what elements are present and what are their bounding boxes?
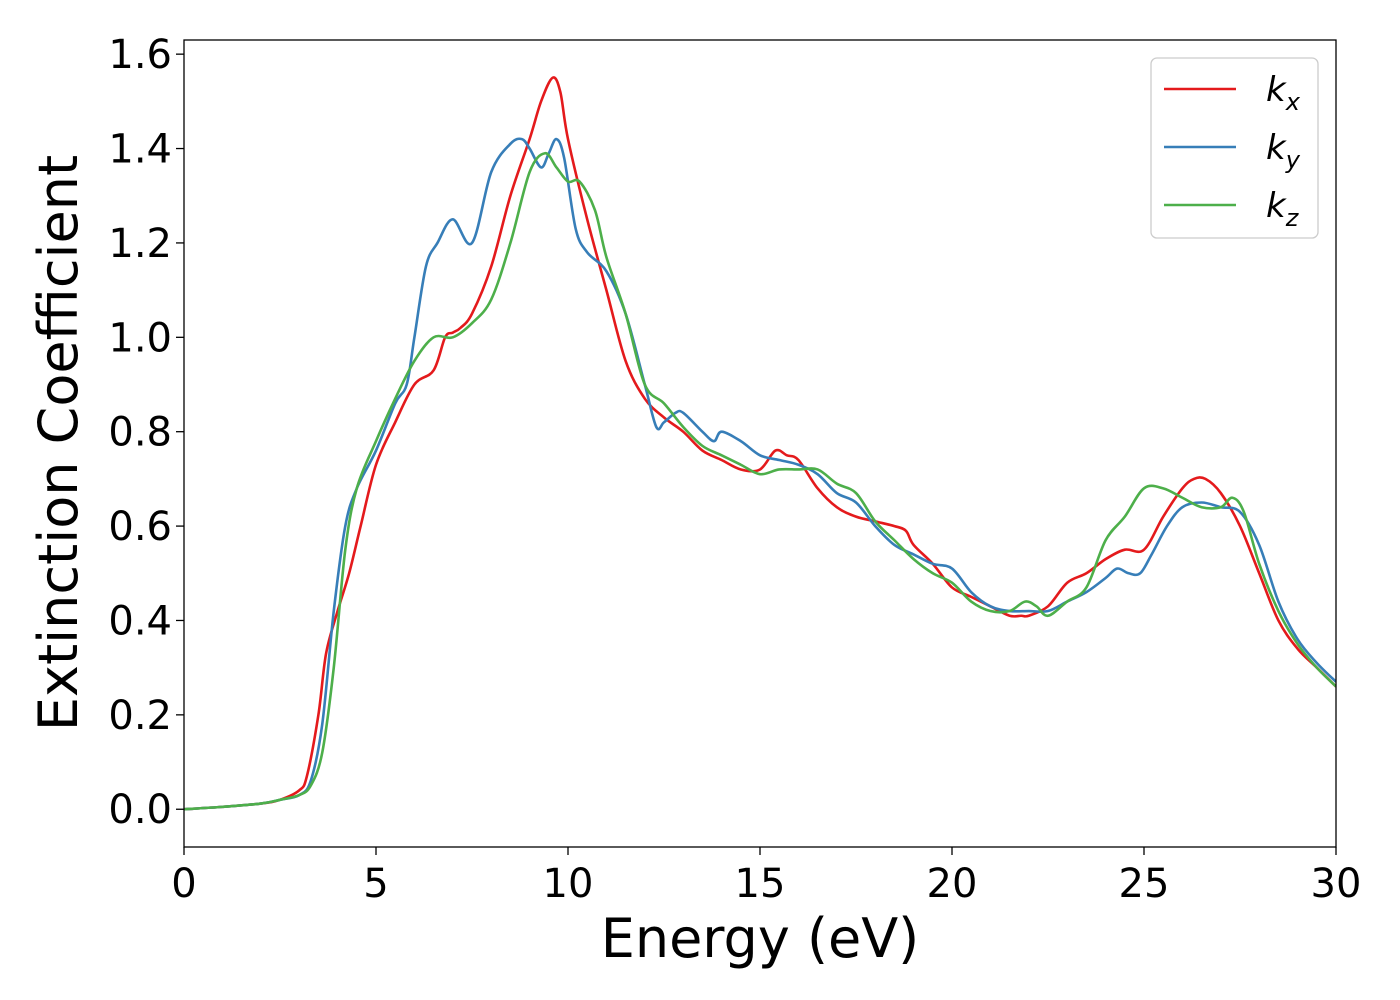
- series-line-z: [184, 151, 1336, 811]
- legend: kx ky kz: [1150, 57, 1319, 239]
- x-tick-label: 25: [1119, 861, 1170, 907]
- y-axis-label: Extinction Coefficient: [27, 155, 90, 731]
- y-tick-label: 1.0: [108, 315, 172, 361]
- legend-label-z: kz: [1266, 186, 1300, 232]
- x-tick-label: 30: [1311, 861, 1362, 907]
- x-tick-label: 10: [543, 861, 594, 907]
- y-tick-label: 1.4: [108, 127, 172, 173]
- x-tick-label: 0: [171, 861, 196, 907]
- y-axis-ticks: 0.0 0.2 0.4 0.6 0.8 1.0 1.2 1.4 1.6: [108, 32, 184, 833]
- y-tick-label: 0.8: [108, 410, 172, 456]
- x-tick-label: 15: [735, 861, 786, 907]
- series-line-x: [184, 76, 1336, 811]
- x-axis-label: Energy (eV): [601, 907, 920, 970]
- x-tick-label: 5: [363, 861, 388, 907]
- legend-label-x: kx: [1266, 70, 1301, 116]
- x-axis-ticks: 0 5 10 15 20 25 30: [171, 847, 1361, 907]
- y-tick-label: 0.0: [108, 787, 172, 833]
- legend-label-y: ky: [1266, 128, 1301, 174]
- series-line-y: [184, 137, 1336, 811]
- plot-area: [184, 76, 1336, 811]
- y-tick-label: 0.6: [108, 504, 172, 550]
- y-tick-label: 1.2: [108, 221, 172, 267]
- x-tick-label: 20: [927, 861, 978, 907]
- y-tick-label: 1.6: [108, 32, 172, 78]
- y-tick-label: 0.4: [108, 598, 172, 644]
- y-tick-label: 0.2: [108, 693, 172, 739]
